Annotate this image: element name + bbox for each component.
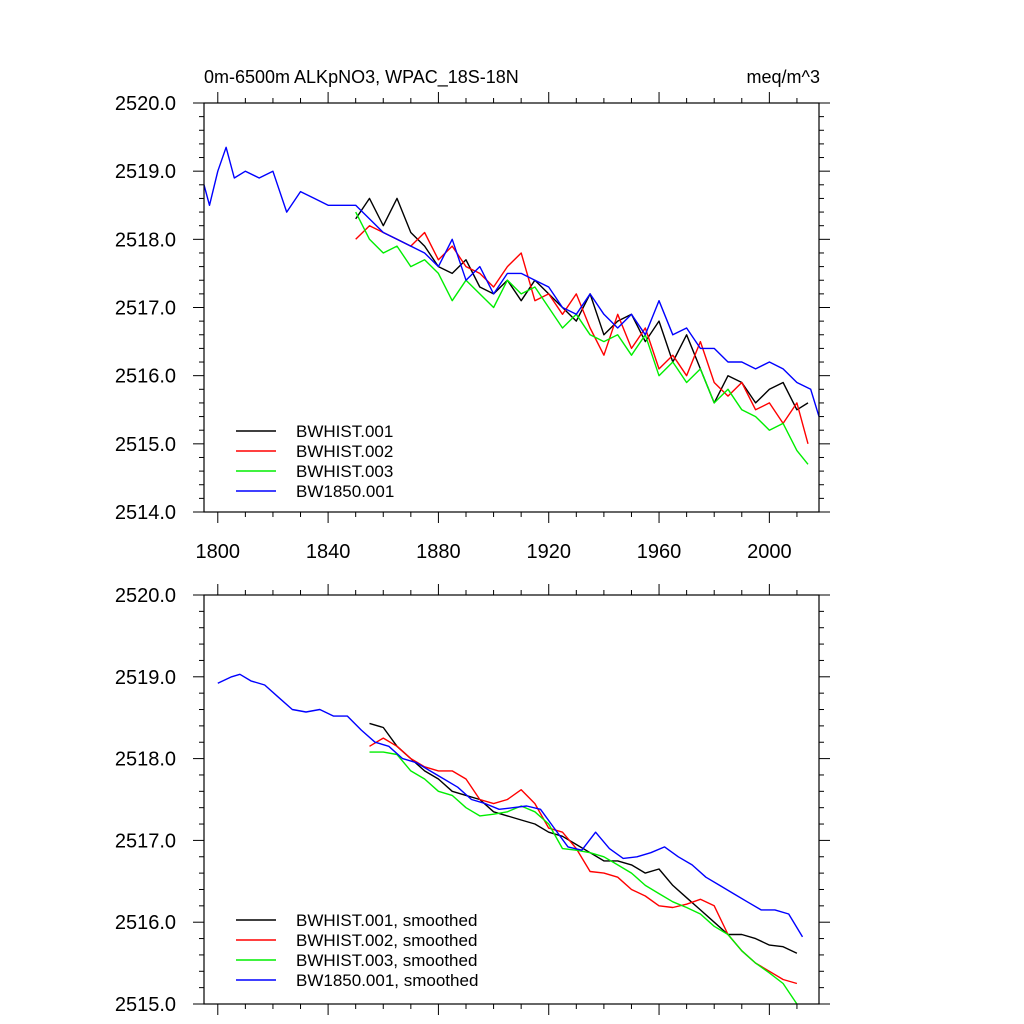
y-tick-label: 2520.0 bbox=[115, 93, 176, 115]
series-line-bwhist-003 bbox=[355, 211, 809, 465]
top-title-right: meq/m^3 bbox=[747, 67, 820, 87]
legend-label-bw1850-001: BW1850.001 bbox=[296, 482, 394, 501]
series-line-bwhist-002 bbox=[355, 224, 809, 444]
series-line-bwhist-002-smoothed bbox=[369, 737, 798, 985]
x-tick-label: 1800 bbox=[196, 541, 241, 563]
top-ticks: 1800 1840 1880 1920 1960 2000 2514.0 2515.0 2516… bbox=[115, 92, 830, 563]
y-tick-label: 2515.0 bbox=[115, 434, 176, 456]
top-title-left: 0m-6500m ALKpNO3, WPAC_18S-18N bbox=[204, 67, 519, 88]
legend-label-bwhist-002-smoothed: BWHIST.002, smoothed bbox=[296, 931, 477, 950]
series-line-bw1850-001 bbox=[203, 146, 820, 417]
legend-label-bwhist-003: BWHIST.003 bbox=[296, 462, 393, 481]
y-tick-label: 2519.0 bbox=[115, 161, 176, 183]
bottom-plot-frame bbox=[203, 594, 820, 1005]
x-tick-label: 1920 bbox=[526, 541, 571, 563]
x-tick-label: 2000 bbox=[747, 541, 792, 563]
top-panel: 0m-6500m ALKpNO3, WPAC_18S-18N meq/m^3 1… bbox=[115, 67, 830, 563]
series-line-bwhist-001 bbox=[355, 197, 809, 411]
legend-label-bwhist-003-smoothed: BWHIST.003, smoothed bbox=[296, 951, 477, 970]
bottom-panel: 2515.0 2516.0 2517.0 2518.0 2519.0 2520.0 BWH… bbox=[115, 584, 830, 1016]
y-tick-label: 2520.0 bbox=[115, 585, 176, 607]
y-tick-label: 2516.0 bbox=[115, 912, 176, 934]
y-tick-label: 2518.0 bbox=[115, 749, 176, 771]
x-tick-label: 1840 bbox=[306, 541, 351, 563]
y-tick-label: 2516.0 bbox=[115, 366, 176, 388]
series-line-bwhist-003-smoothed bbox=[369, 751, 798, 1005]
y-tick-label: 2515.0 bbox=[115, 994, 176, 1016]
y-tick-label: 2517.0 bbox=[115, 830, 176, 852]
legend-label-bwhist-001-smoothed: BWHIST.001, smoothed bbox=[296, 911, 477, 930]
legend-label-bwhist-002: BWHIST.002 bbox=[296, 442, 393, 461]
x-tick-label: 1960 bbox=[637, 541, 682, 563]
x-tick-label: 1880 bbox=[416, 541, 461, 563]
bottom-lines bbox=[217, 673, 804, 1005]
y-tick-label: 2518.0 bbox=[115, 229, 176, 251]
top-lines bbox=[203, 146, 820, 465]
y-tick-label: 2519.0 bbox=[115, 667, 176, 689]
series-line-bw1850-001-smoothed bbox=[217, 673, 804, 938]
legend-label-bwhist-001: BWHIST.001 bbox=[296, 422, 393, 441]
y-tick-label: 2514.0 bbox=[115, 502, 176, 524]
bottom-ticks: 2515.0 2516.0 2517.0 2518.0 2519.0 2520.0 bbox=[115, 584, 830, 1016]
top-plot-frame bbox=[203, 102, 820, 513]
y-tick-label: 2517.0 bbox=[115, 298, 176, 320]
legend-label-bw1850-001-smoothed: BW1850.001, smoothed bbox=[296, 971, 478, 990]
